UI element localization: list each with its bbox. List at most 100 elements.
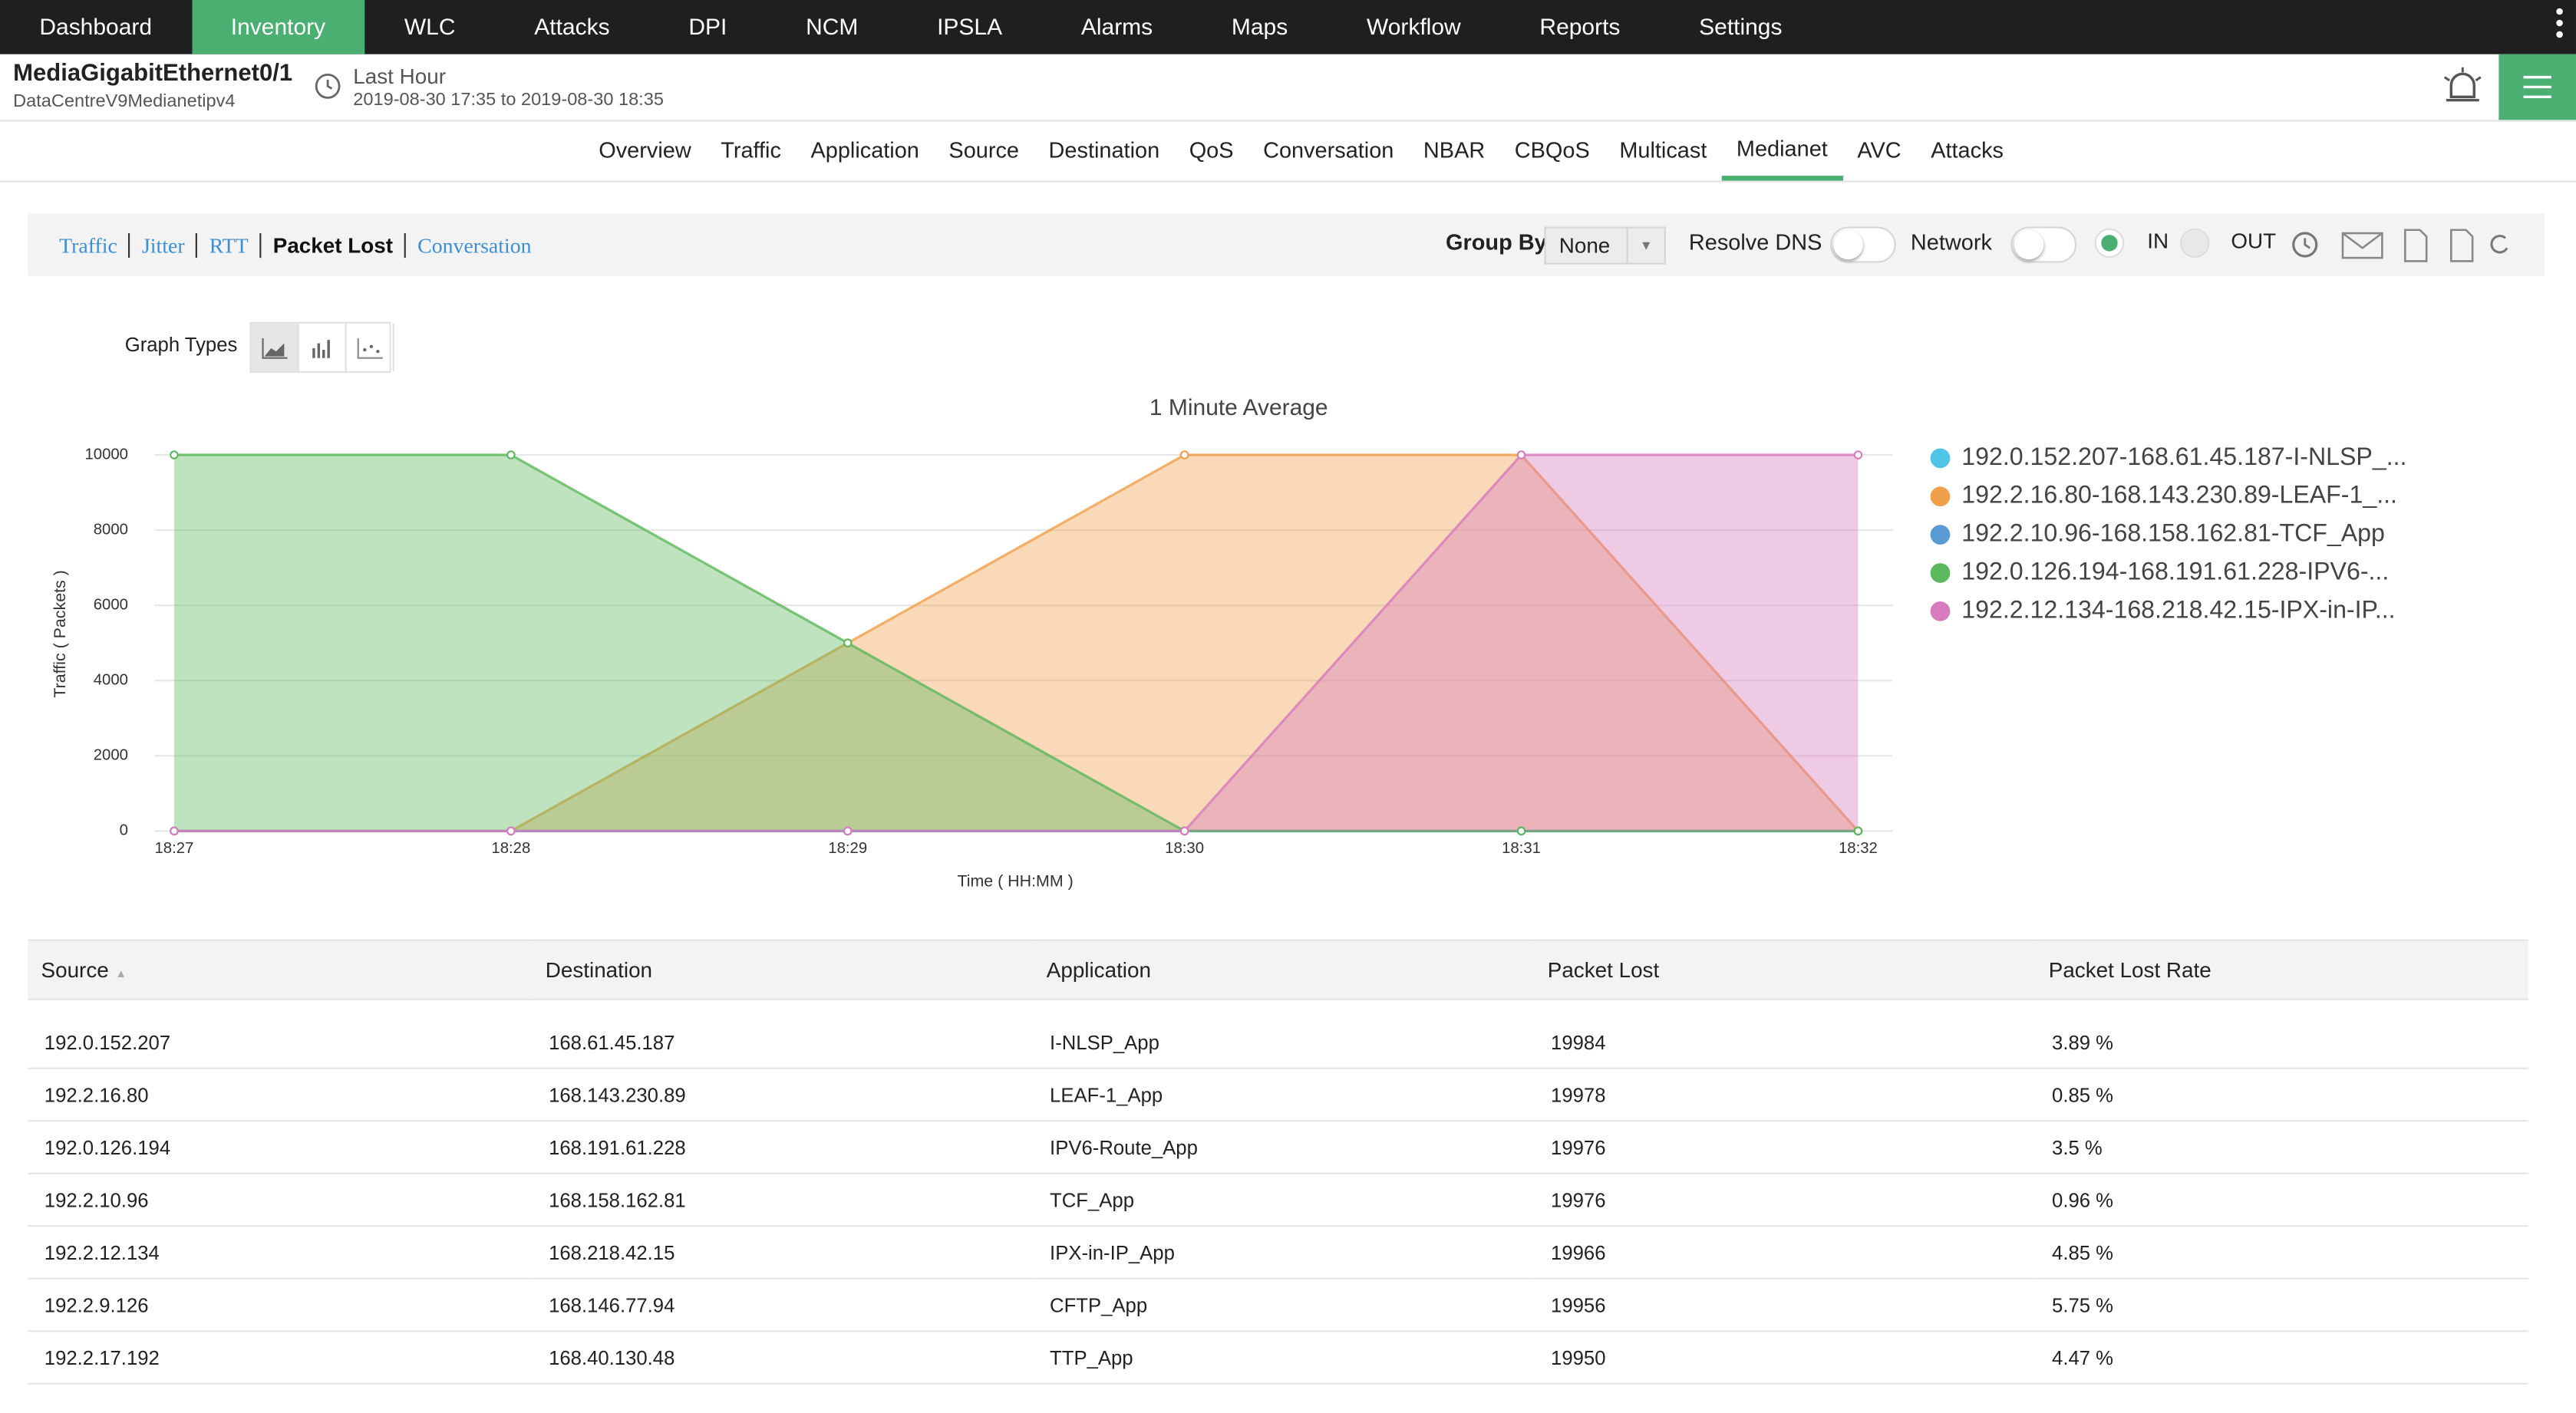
legend-swatch bbox=[1930, 525, 1951, 545]
x-tick-label: 18:30 bbox=[1165, 840, 1204, 857]
nav-item[interactable]: Maps bbox=[1231, 13, 1288, 40]
scatter-icon bbox=[357, 338, 383, 359]
nav-item[interactable]: NCM bbox=[806, 13, 859, 40]
point bbox=[1179, 450, 1189, 459]
x-axis-title: Time ( HH:MM ) bbox=[957, 871, 1073, 890]
network-toggle[interactable] bbox=[2010, 226, 2077, 263]
table-row: 192.2.10.96 168.158.162.81 TCF_App 19976 0.9… bbox=[28, 1173, 2528, 1227]
tab[interactable]: Conversation bbox=[1263, 137, 1394, 163]
out-radio[interactable] bbox=[2180, 228, 2210, 259]
point bbox=[1516, 826, 1526, 836]
network-label: Network bbox=[1910, 229, 1992, 255]
point bbox=[506, 450, 516, 459]
nav-item[interactable]: Alarms bbox=[1080, 13, 1153, 40]
subtabs: Traffic Jitter RTT Packet Lost Conversation bbox=[48, 213, 543, 275]
legend-label: 192.0.152.207-168.61.45.187-I-NLSP_... bbox=[1961, 443, 2406, 470]
nav-item[interactable]: Dashboard bbox=[39, 13, 153, 40]
nav-item[interactable]: Reports bbox=[1539, 13, 1621, 40]
point bbox=[170, 450, 179, 459]
area-icon bbox=[262, 338, 288, 359]
menu-button[interactable] bbox=[2498, 54, 2576, 120]
table-row: 192.0.152.207 168.61.45.187 I-NLSP_App 1998… bbox=[28, 999, 2528, 1069]
y-axis-title: Traffic ( Packets ) bbox=[51, 570, 69, 697]
column-header[interactable]: Source ▲ bbox=[28, 939, 533, 1000]
table-cell: 192.2.9.126 bbox=[28, 1278, 533, 1332]
out-label: OUT bbox=[2231, 228, 2277, 253]
tab[interactable]: Attacks bbox=[1931, 137, 2004, 163]
area-graph-button[interactable] bbox=[251, 323, 299, 371]
y-tick-label: 2000 bbox=[94, 747, 128, 764]
point bbox=[170, 826, 179, 836]
scatter-graph-button[interactable] bbox=[347, 323, 394, 371]
subtab[interactable]: Packet Lost bbox=[259, 232, 404, 258]
device-subtitle: DataCentreV9Medianetipv4 bbox=[13, 91, 236, 112]
point bbox=[1853, 826, 1863, 836]
legend-swatch bbox=[1930, 601, 1951, 621]
y-tick-label: 6000 bbox=[94, 597, 128, 614]
tab[interactable]: Source bbox=[948, 137, 1020, 163]
x-tick-label: 18:27 bbox=[155, 840, 194, 857]
subtab[interactable]: RTT bbox=[196, 232, 260, 258]
subtab[interactable]: Traffic bbox=[59, 232, 117, 258]
time-range: 2019-08-30 17:35 to 2019-08-30 18:35 bbox=[353, 90, 664, 110]
period[interactable]: Last Hour bbox=[353, 64, 446, 89]
nav-item[interactable]: DPI bbox=[688, 13, 727, 40]
in-radio[interactable] bbox=[2094, 228, 2125, 259]
table-cell: IPX-in-IP_App bbox=[1033, 1226, 1535, 1280]
table-cell: 192.0.152.207 bbox=[28, 999, 533, 1069]
table-row: 192.0.126.194 168.191.61.228 IPV6-Route_Ap… bbox=[28, 1121, 2528, 1174]
chart-title: 1 Minute Average bbox=[1149, 395, 1328, 420]
tab[interactable]: CBQoS bbox=[1514, 137, 1590, 163]
bar-icon bbox=[312, 340, 330, 358]
column-header: Packet Lost bbox=[1534, 939, 2036, 1000]
y-tick-label: 0 bbox=[120, 822, 128, 839]
table-cell: IPV6-Route_App bbox=[1033, 1121, 1535, 1174]
subtab[interactable]: Jitter bbox=[128, 232, 196, 258]
tab[interactable]: Medianet bbox=[1721, 121, 1843, 181]
resolve-dns-label: Resolve DNS bbox=[1688, 229, 1822, 255]
group-by-label: Group By bbox=[1446, 229, 1547, 255]
tab[interactable]: Overview bbox=[599, 137, 691, 163]
column-header: Packet Lost Rate bbox=[2035, 939, 2528, 1000]
legend-label: 192.2.10.96-168.158.162.81-TCF_App bbox=[1961, 519, 2385, 547]
action-icons[interactable] bbox=[2288, 225, 2518, 264]
nav-item[interactable]: Settings bbox=[1699, 13, 1783, 40]
tab[interactable]: NBAR bbox=[1423, 137, 1486, 163]
device-title: MediaGigabitEthernet0/1 bbox=[13, 61, 293, 87]
x-tick-label: 18:28 bbox=[491, 840, 530, 857]
nav-item[interactable]: Inventory bbox=[191, 0, 365, 54]
bar-graph-button[interactable] bbox=[299, 323, 347, 371]
tab[interactable]: QoS bbox=[1189, 137, 1234, 163]
legend-swatch bbox=[1930, 448, 1951, 469]
table-cell: I-NLSP_App bbox=[1033, 999, 1535, 1069]
tab[interactable]: Application bbox=[810, 137, 919, 163]
tab[interactable]: Destination bbox=[1048, 137, 1160, 163]
table-cell: 4.85 % bbox=[2035, 1226, 2528, 1280]
table-cell: 168.191.61.228 bbox=[532, 1121, 1034, 1174]
table-cell: 19966 bbox=[1534, 1226, 2036, 1280]
more-menu[interactable] bbox=[2556, 8, 2563, 43]
table-cell: 192.2.10.96 bbox=[28, 1173, 533, 1227]
group-by-select[interactable]: None ▼ bbox=[1544, 226, 1666, 265]
nav-item[interactable]: IPSLA bbox=[937, 13, 1003, 40]
alarm-icon[interactable] bbox=[2438, 64, 2487, 110]
tab[interactable]: AVC bbox=[1857, 137, 1901, 163]
in-label: IN bbox=[2147, 228, 2169, 253]
table-cell: 168.218.42.15 bbox=[532, 1226, 1034, 1280]
table-cell: 5.75 % bbox=[2035, 1278, 2528, 1332]
y-tick-label: 10000 bbox=[84, 446, 128, 463]
table-cell: 3.5 % bbox=[2035, 1121, 2528, 1174]
column-header: Destination bbox=[532, 939, 1034, 1000]
nav-item[interactable]: Attacks bbox=[534, 13, 610, 40]
point bbox=[1179, 826, 1189, 836]
graph-types-label: Graph Types bbox=[124, 333, 238, 357]
tab[interactable]: Traffic bbox=[721, 137, 781, 163]
resolve-dns-toggle[interactable] bbox=[1830, 226, 1896, 263]
subtab[interactable]: Conversation bbox=[404, 232, 543, 258]
tab[interactable]: Multicast bbox=[1619, 137, 1707, 163]
nav-item[interactable]: Workflow bbox=[1366, 13, 1461, 40]
nav-item[interactable]: WLC bbox=[404, 13, 456, 40]
